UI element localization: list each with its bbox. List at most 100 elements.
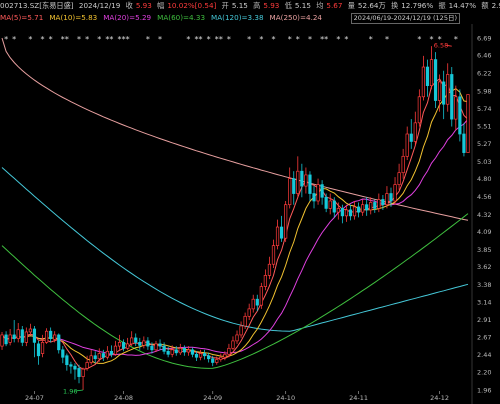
candle-body: [271, 245, 276, 265]
candle-body: [275, 226, 280, 246]
stock-symbol[interactable]: 002713.SZ[东易日盛]: [0, 1, 74, 10]
date-range-box[interactable]: 2024/06/19-2024/12/19 (125日): [350, 13, 460, 24]
open-label: 开: [221, 1, 229, 10]
candle-body: [316, 184, 320, 202]
candle-body: [166, 350, 170, 355]
event-marker: *: [65, 35, 69, 44]
candle-body: [97, 353, 101, 360]
candle-body: [267, 263, 272, 276]
candle-body: [312, 193, 316, 202]
y-tick-label: 5.74: [477, 105, 491, 113]
candle-body: [85, 362, 89, 369]
candle-body: [369, 202, 373, 211]
event-marker: *: [12, 35, 16, 44]
candle-body: [198, 353, 203, 358]
candle-body: [142, 340, 146, 346]
high-label: 高: [253, 1, 261, 10]
low-value: 5.15: [294, 1, 311, 10]
candle-body: [109, 350, 114, 355]
candle-body: [320, 184, 324, 198]
event-marker: *: [385, 35, 389, 44]
annotation-pointer: [445, 44, 452, 47]
candle-body: [344, 209, 349, 217]
candle-body: [292, 178, 296, 194]
candle-body: [288, 178, 292, 206]
candle-body: [348, 209, 353, 217]
event-marker: *: [85, 35, 89, 44]
event-marker: *: [28, 35, 32, 44]
event-marker: *: [369, 35, 373, 44]
candle-body: [49, 330, 53, 340]
quote-header: 002713.SZ[东易日盛] 2024/12/19 收 5.93 幅 10.02%…: [0, 0, 500, 12]
candle-body: [336, 208, 340, 213]
candle-body: [381, 199, 385, 206]
y-tick-label: 2.91: [477, 316, 491, 324]
candle-body: [243, 315, 247, 327]
candle-body: [352, 206, 357, 217]
candle-body: [356, 206, 361, 213]
ma-legend-item: MA(120)=3.38: [211, 13, 264, 22]
candle-body: [231, 340, 235, 349]
turnover-value: 12.796%: [401, 1, 434, 10]
candle-body: [154, 343, 158, 351]
open-value: 5.15: [231, 1, 248, 10]
candle-body: [40, 342, 45, 354]
candle-body: [162, 345, 166, 352]
candle-body: [0, 334, 4, 347]
event-marker: *: [454, 35, 458, 44]
candle-body: [417, 96, 421, 124]
candle-body: [438, 81, 442, 101]
candle-body: [61, 349, 65, 358]
ma120-line: [1, 167, 469, 332]
event-marker: *: [49, 35, 53, 44]
event-marker: *: [417, 35, 421, 44]
candle-body: [458, 96, 462, 135]
y-tick-label: 6.22: [477, 69, 491, 77]
event-marker: *: [247, 35, 251, 44]
x-tick-label: 24-09: [203, 394, 222, 402]
candle-body: [57, 334, 61, 351]
candle-body: [24, 331, 28, 343]
candle-body: [8, 334, 12, 343]
close-label: 收: [125, 1, 133, 10]
candle-body: [304, 174, 308, 187]
y-tick-label: 4.32: [477, 211, 491, 219]
candle-body: [134, 337, 138, 343]
candle-body: [373, 202, 377, 209]
candle-body: [178, 347, 182, 354]
candle-body: [425, 66, 430, 86]
event-marker: *: [4, 35, 8, 44]
y-tick-label: 5.27: [477, 140, 491, 148]
candle-body: [421, 66, 426, 98]
event-marker: *: [438, 35, 442, 44]
y-tick-label: 4.09: [477, 228, 491, 236]
event-marker: *: [207, 35, 211, 44]
candle-body: [389, 193, 393, 202]
candle-body: [93, 355, 97, 360]
event-marker: *: [146, 35, 150, 44]
avg-value: 5.67: [326, 1, 343, 10]
candle-body: [324, 196, 328, 209]
event-marker: *: [288, 35, 292, 44]
candle-body: [393, 184, 397, 202]
ma5-line: [1, 78, 469, 370]
avg-label: 均: [316, 1, 324, 10]
candle-body: [466, 94, 470, 153]
event-marker: *: [320, 35, 324, 44]
y-tick-label: 3.38: [477, 281, 491, 289]
ma20-line: [1, 118, 469, 356]
annotation-pointer: [75, 389, 84, 392]
candle-body: [259, 286, 263, 306]
ma-legend-item: MA(10)=5.83: [49, 13, 98, 22]
y-tick-label: 2.67: [477, 334, 491, 342]
y-tick-label: 4.56: [477, 193, 491, 201]
ma-legend: MA(5)=5.71 MA(10)=5.83 MA(20)=5.29 MA(60)=4…: [0, 12, 500, 23]
candle-body: [340, 208, 344, 217]
candle-body: [36, 343, 41, 357]
y-tick-label: 5.03: [477, 158, 491, 166]
candle-body: [215, 359, 219, 363]
event-marker: *: [227, 35, 231, 44]
y-tick-label: 2.44: [477, 351, 491, 359]
candle-body: [117, 342, 122, 347]
